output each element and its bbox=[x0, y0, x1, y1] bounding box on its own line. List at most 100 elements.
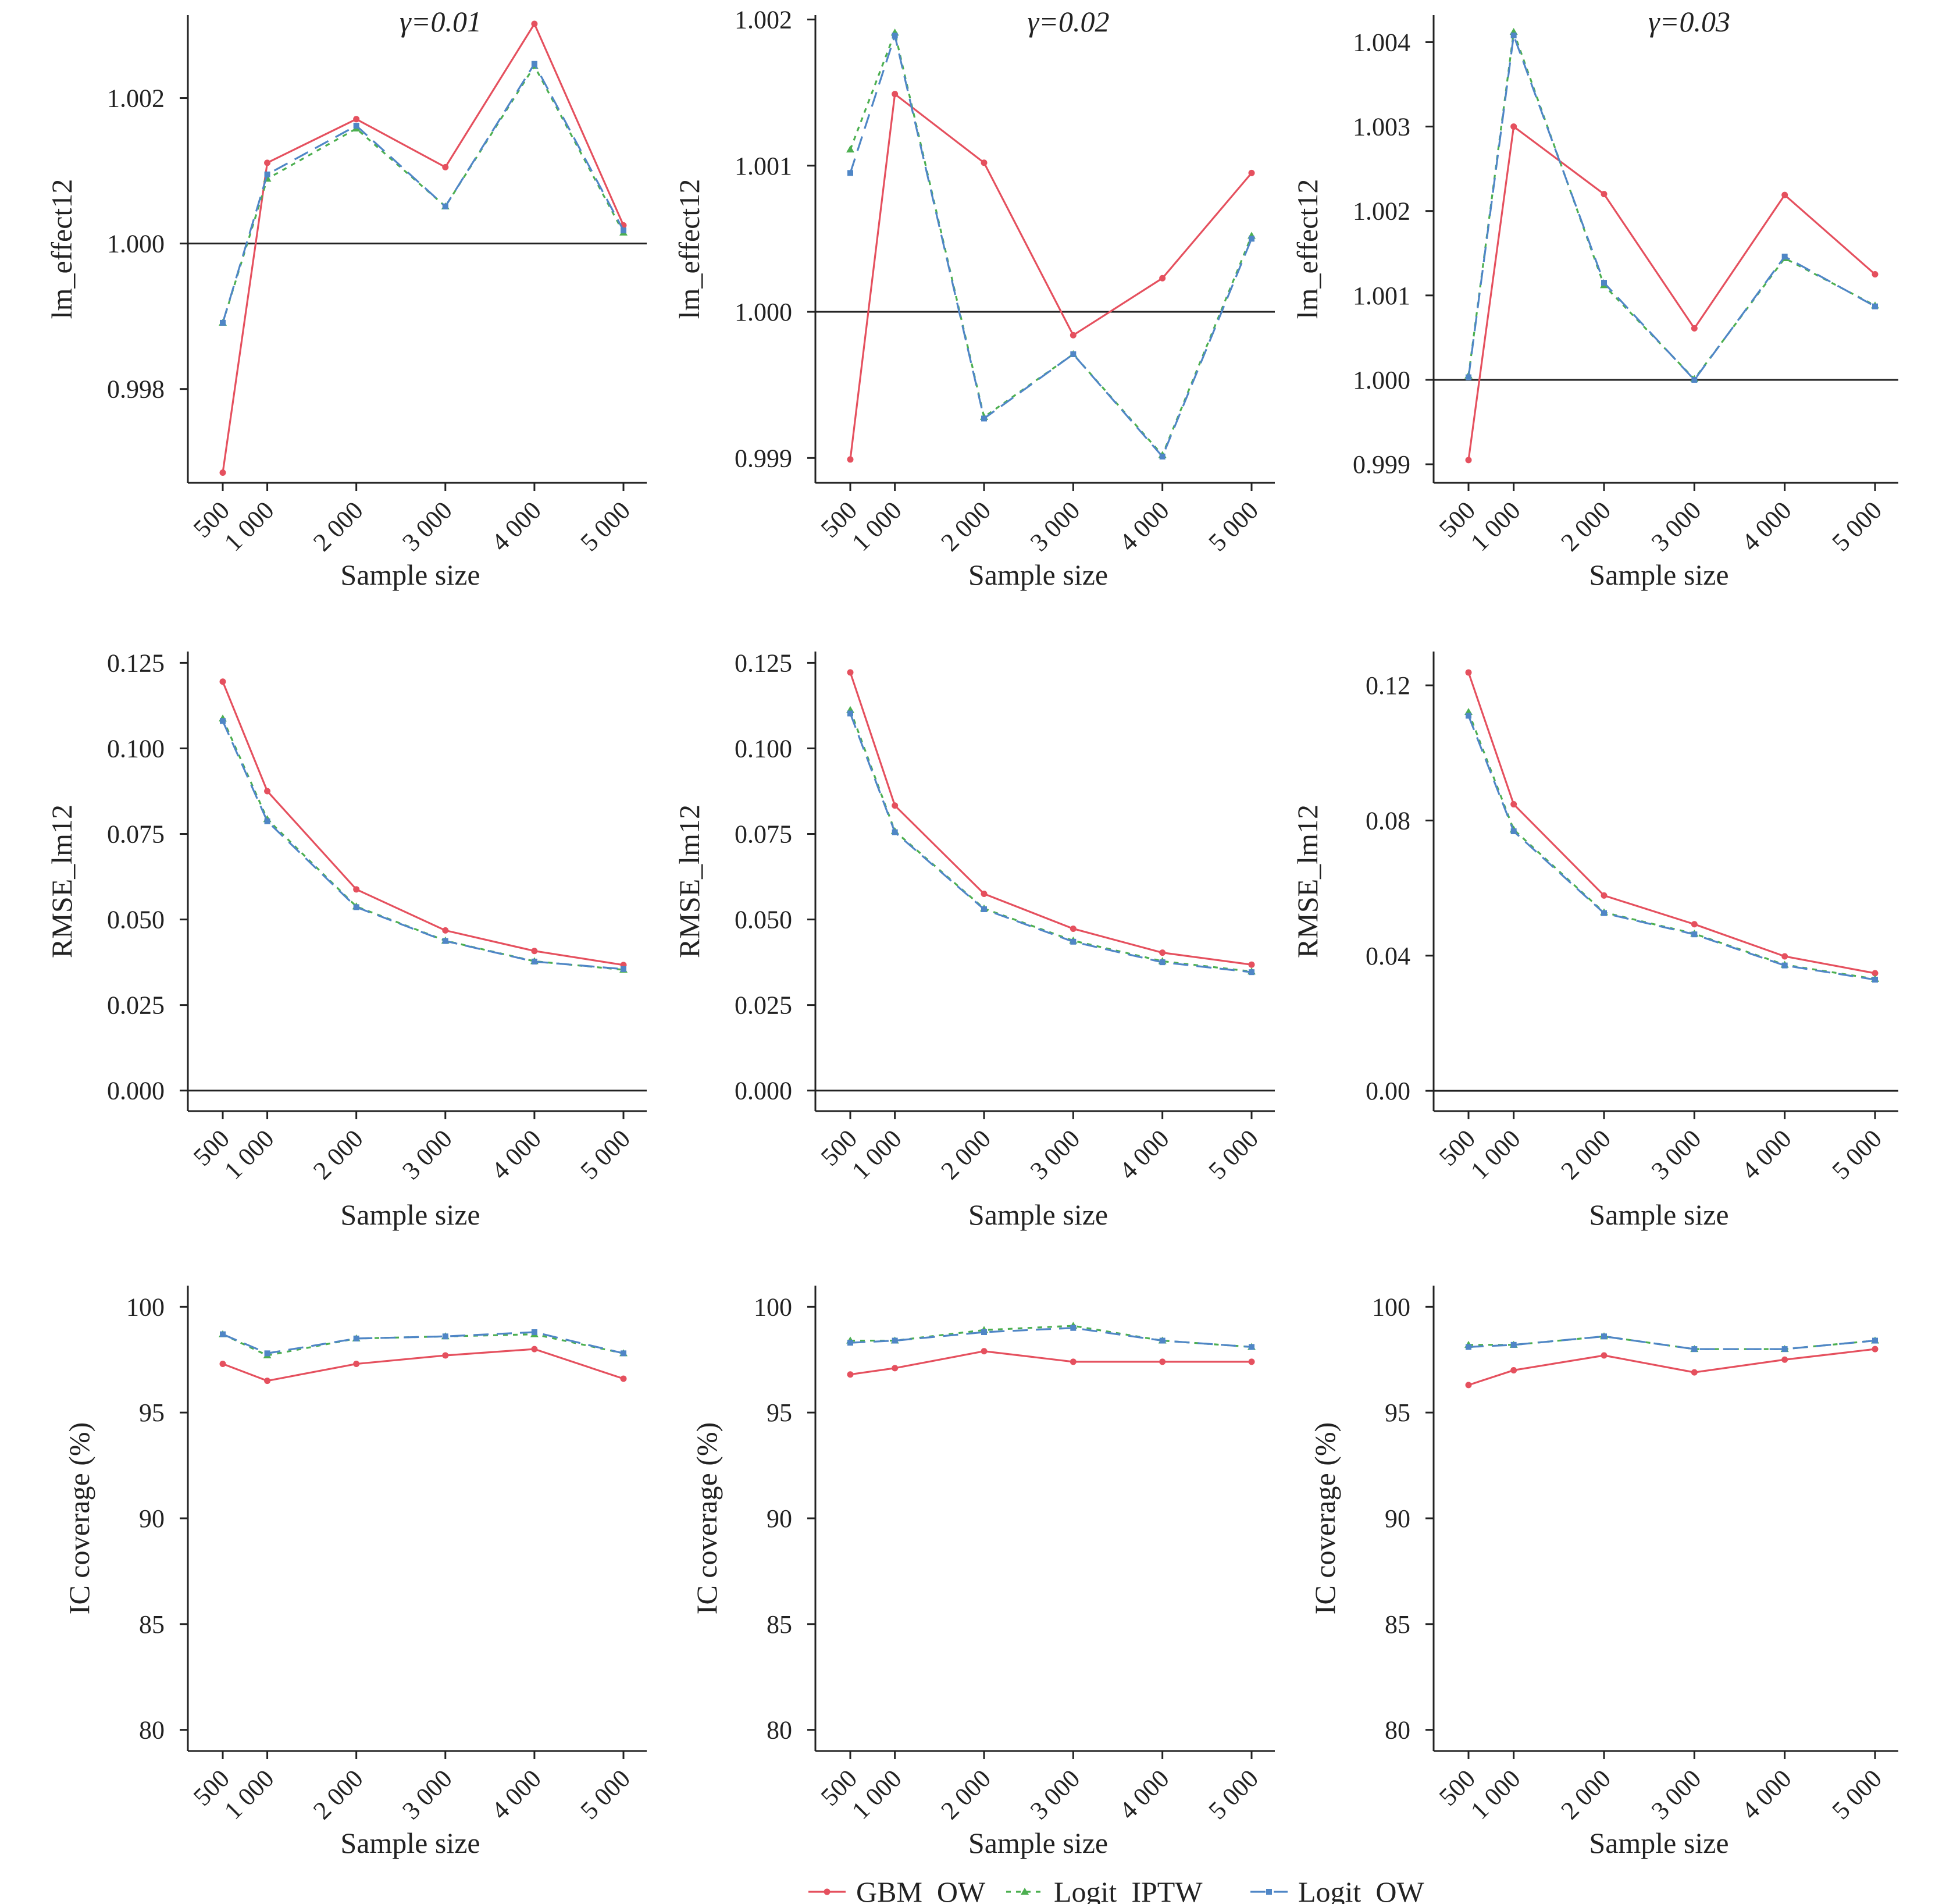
y-tick-label: 85 bbox=[1385, 1610, 1410, 1639]
y-tick-label: 90 bbox=[767, 1504, 792, 1533]
x-tick-label: 3 000 bbox=[1646, 496, 1707, 557]
data-point bbox=[846, 145, 854, 153]
y-tick-label: 80 bbox=[1385, 1716, 1410, 1745]
data-point bbox=[531, 958, 537, 965]
data-point bbox=[847, 170, 853, 176]
x-tick-label: 1 000 bbox=[846, 1764, 907, 1825]
data-point bbox=[1691, 376, 1698, 383]
data-point bbox=[1510, 1341, 1517, 1348]
data-point bbox=[1872, 1337, 1878, 1344]
data-point bbox=[847, 1340, 853, 1346]
y-tick-label: 0.075 bbox=[735, 820, 792, 849]
series-line bbox=[1468, 1348, 1876, 1386]
y-axis-label: RMSE_lm12 bbox=[673, 805, 705, 958]
y-tick-label: 95 bbox=[1385, 1398, 1410, 1427]
data-point bbox=[1249, 1344, 1254, 1350]
y-tick-label: 90 bbox=[139, 1504, 165, 1533]
y-tick-label: 0.100 bbox=[735, 734, 792, 763]
y-axis-label: RMSE_lm12 bbox=[1291, 805, 1324, 958]
data-point bbox=[442, 938, 448, 944]
x-tick-label: 3 000 bbox=[1025, 496, 1086, 557]
series-line bbox=[849, 713, 1252, 973]
series-line bbox=[1467, 672, 1876, 974]
series-gbm-ow bbox=[847, 669, 1255, 968]
series-logit-ow bbox=[1466, 713, 1878, 983]
data-point bbox=[220, 319, 226, 326]
x-tick-label: 3 000 bbox=[397, 496, 458, 557]
data-point bbox=[1601, 1333, 1607, 1340]
x-tick-label: 4 000 bbox=[1736, 1764, 1797, 1825]
data-point bbox=[1872, 303, 1878, 309]
y-axis-label: RMSE_lm12 bbox=[45, 805, 78, 958]
data-point bbox=[1021, 1888, 1029, 1895]
series-logit-iptw bbox=[846, 29, 1256, 458]
series-gbm-ow bbox=[1465, 123, 1879, 464]
y-tick-label: 0.08 bbox=[1366, 806, 1410, 835]
data-point bbox=[1249, 236, 1254, 242]
series-line bbox=[222, 1348, 624, 1382]
data-point bbox=[264, 818, 270, 824]
data-point bbox=[1510, 828, 1517, 835]
series-line bbox=[222, 1333, 624, 1357]
legend-item: GBM_OW bbox=[808, 1875, 986, 1904]
y-axis-label: lm_effect12 bbox=[45, 179, 78, 319]
data-point bbox=[1070, 332, 1077, 339]
y-tick-label: 0.125 bbox=[107, 649, 165, 677]
data-point bbox=[1510, 123, 1517, 130]
series-logit-iptw bbox=[219, 1330, 628, 1358]
data-point bbox=[442, 203, 448, 209]
y-tick-label: 80 bbox=[139, 1716, 165, 1745]
data-point bbox=[847, 456, 854, 463]
x-tick-label: 2 000 bbox=[935, 1124, 996, 1185]
series-gbm-ow bbox=[1465, 669, 1879, 977]
series-logit-ow bbox=[220, 718, 626, 972]
data-point bbox=[981, 890, 988, 897]
y-tick-label: 1.003 bbox=[1353, 113, 1410, 141]
panel-title: γ=0.02 bbox=[1028, 5, 1110, 38]
series-line bbox=[222, 718, 624, 971]
y-tick-label: 95 bbox=[139, 1398, 165, 1427]
data-point bbox=[1601, 280, 1607, 286]
y-axis-label: IC coverage (%) bbox=[63, 1422, 95, 1614]
x-tick-label: 4 000 bbox=[486, 1124, 547, 1185]
legend-label: Logit_IPTW bbox=[1054, 1875, 1203, 1904]
series-line bbox=[1467, 35, 1876, 382]
x-tick-label: 1 000 bbox=[219, 1124, 280, 1185]
data-point bbox=[1510, 1366, 1517, 1373]
y-tick-label: 100 bbox=[126, 1293, 165, 1321]
y-axis-label: IC coverage (%) bbox=[1309, 1422, 1341, 1614]
data-point bbox=[1249, 969, 1254, 976]
y-tick-label: 80 bbox=[767, 1716, 792, 1745]
x-tick-label: 2 000 bbox=[1555, 496, 1616, 557]
series-line bbox=[222, 22, 625, 473]
x-tick-label: 1 000 bbox=[1465, 1124, 1526, 1185]
data-point bbox=[1781, 191, 1788, 198]
x-axis-label: Sample size bbox=[340, 558, 480, 591]
y-tick-label: 0.999 bbox=[735, 444, 792, 472]
data-point bbox=[1691, 931, 1698, 938]
data-point bbox=[220, 718, 226, 724]
data-point bbox=[264, 159, 271, 166]
data-point bbox=[1159, 1358, 1166, 1365]
y-tick-label: 1.000 bbox=[1353, 366, 1410, 394]
series-line bbox=[1467, 124, 1876, 461]
data-point bbox=[1159, 1337, 1166, 1344]
data-point bbox=[892, 802, 899, 809]
data-point bbox=[1159, 453, 1166, 460]
y-tick-label: 1.002 bbox=[1353, 197, 1410, 226]
data-point bbox=[264, 171, 270, 177]
series-line bbox=[849, 92, 1253, 460]
data-point bbox=[1266, 1889, 1272, 1895]
series-logit-iptw bbox=[846, 1322, 1256, 1350]
x-tick-label: 1 000 bbox=[1465, 1764, 1526, 1825]
data-point bbox=[353, 1361, 360, 1368]
x-tick-label: 4 000 bbox=[1736, 496, 1797, 557]
series-gbm-ow bbox=[219, 1346, 627, 1385]
x-axis-label: Sample size bbox=[340, 1827, 480, 1859]
data-point bbox=[353, 1335, 359, 1341]
